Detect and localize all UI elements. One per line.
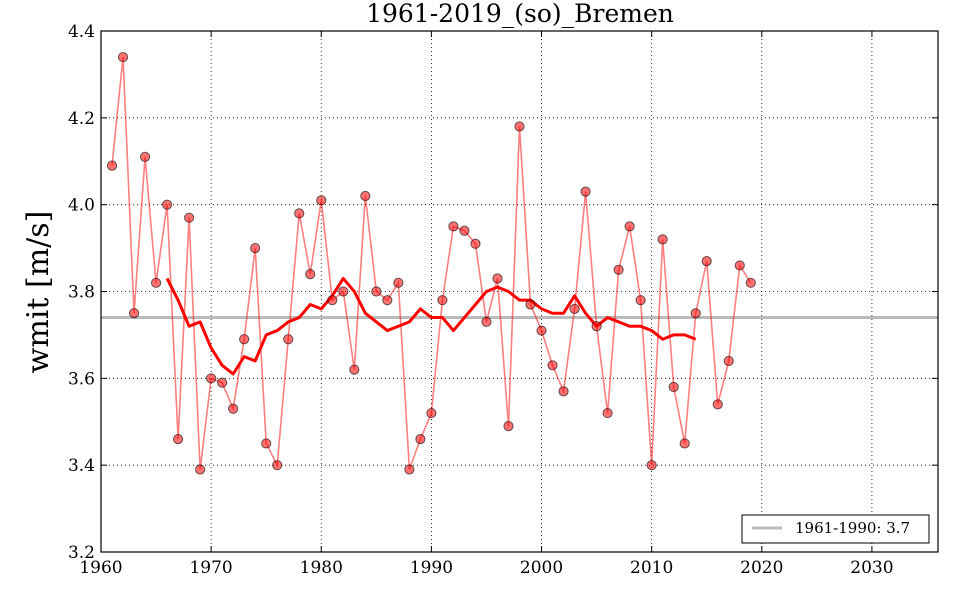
data-point <box>196 465 205 474</box>
legend-label-baseline: 1961-1990: 3.7 <box>795 519 910 537</box>
legend: 1961-1990: 3.7 <box>742 515 929 543</box>
data-point <box>394 278 403 287</box>
plot-frame <box>101 31 938 552</box>
data-point <box>702 257 711 266</box>
y-tick-label: 3.8 <box>68 283 95 303</box>
data-point <box>614 265 623 274</box>
data-point <box>691 309 700 318</box>
data-point <box>162 200 171 209</box>
data-point <box>427 408 436 417</box>
data-point <box>669 382 678 391</box>
line-chart: 1961-2019_(so)_Bremen wmit [m/s] 1960 197… <box>0 0 960 600</box>
x-tick-label: 2010 <box>630 558 673 578</box>
data-point <box>405 465 414 474</box>
data-point <box>328 296 337 305</box>
axes: 1960 1970 1980 1990 2000 2010 2020 20303.23.43.… <box>68 22 938 578</box>
x-tick-label: 1970 <box>189 558 232 578</box>
data-point <box>306 270 315 279</box>
data-point <box>218 378 227 387</box>
data-point <box>581 187 590 196</box>
data-point <box>658 235 667 244</box>
data-point <box>570 304 579 313</box>
data-point <box>129 309 138 318</box>
data-point <box>240 335 249 344</box>
x-tick-label: 1990 <box>410 558 453 578</box>
data-point <box>284 335 293 344</box>
data-point <box>438 296 447 305</box>
data-point <box>251 243 260 252</box>
data-point <box>471 239 480 248</box>
data-point <box>713 400 722 409</box>
data-point <box>416 435 425 444</box>
chart-title: 1961-2019_(so)_Bremen <box>366 0 674 28</box>
data-point <box>173 435 182 444</box>
x-tick-label: 1980 <box>300 558 343 578</box>
data-point <box>493 274 502 283</box>
y-axis-label: wmit [m/s] <box>21 211 56 374</box>
data-point <box>482 317 491 326</box>
data-point <box>107 161 116 170</box>
data-point <box>460 226 469 235</box>
data-point <box>449 222 458 231</box>
data-point <box>680 439 689 448</box>
data-point <box>592 322 601 331</box>
y-tick-label: 4.0 <box>68 196 95 216</box>
x-tick-label: 2000 <box>520 558 563 578</box>
data-point <box>625 222 634 231</box>
y-tick-label: 4.2 <box>68 109 95 129</box>
data-point <box>361 191 370 200</box>
data-point <box>295 209 304 218</box>
x-tick-label: 2030 <box>850 558 893 578</box>
data-point <box>537 326 546 335</box>
data-point <box>504 421 513 430</box>
data-point <box>724 356 733 365</box>
data-point <box>140 152 149 161</box>
data-point <box>273 461 282 470</box>
x-tick-label: 2020 <box>740 558 783 578</box>
data-point <box>118 52 127 61</box>
y-tick-label: 3.6 <box>68 369 95 389</box>
data-point <box>526 300 535 309</box>
data-point <box>185 213 194 222</box>
data-point <box>603 408 612 417</box>
y-tick-label: 3.2 <box>68 543 95 563</box>
grid <box>101 31 938 552</box>
data-point <box>151 278 160 287</box>
data-point <box>548 361 557 370</box>
data-point <box>339 287 348 296</box>
data-point <box>207 374 216 383</box>
data-point <box>636 296 645 305</box>
y-tick-label: 4.4 <box>68 22 95 42</box>
data-point <box>372 287 381 296</box>
y-tick-label: 3.4 <box>68 456 95 476</box>
data-point <box>383 296 392 305</box>
data-point <box>350 365 359 374</box>
data-point <box>746 278 755 287</box>
data-point <box>229 404 238 413</box>
data-point <box>559 387 568 396</box>
data-point <box>735 261 744 270</box>
data-point <box>647 461 656 470</box>
data-point <box>317 196 326 205</box>
data-point <box>262 439 271 448</box>
data-point <box>515 122 524 131</box>
